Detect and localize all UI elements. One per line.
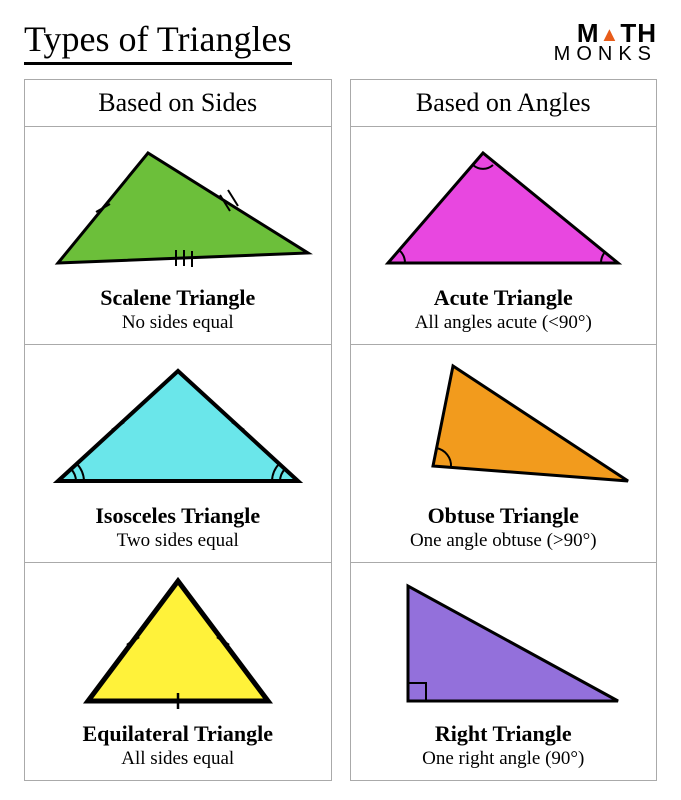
shape-equilateral [29, 569, 327, 719]
shape-acute [355, 133, 653, 283]
shape-isosceles [29, 351, 327, 501]
name-equilateral: Equilateral Triangle [29, 721, 327, 747]
cell-scalene: Scalene Triangle No sides equal [25, 127, 331, 345]
name-acute: Acute Triangle [355, 285, 653, 311]
page-title: Types of Triangles [24, 20, 292, 65]
column-header-sides: Based on Sides [25, 80, 331, 127]
shape-scalene [29, 133, 327, 283]
name-scalene: Scalene Triangle [29, 285, 327, 311]
cell-right: Right Triangle One right angle (90°) [351, 563, 657, 780]
name-right: Right Triangle [355, 721, 653, 747]
shape-right [355, 569, 653, 719]
logo: M▲TH MONKS [554, 20, 657, 64]
name-obtuse: Obtuse Triangle [355, 503, 653, 529]
cell-isosceles: Isosceles Triangle Two sides equal [25, 345, 331, 563]
column-header-angles: Based on Angles [351, 80, 657, 127]
columns-container: Based on Sides [24, 79, 657, 781]
desc-equilateral: All sides equal [29, 748, 327, 770]
logo-line2: MONKS [554, 44, 657, 64]
logo-triangle-icon: ▲ [600, 25, 621, 45]
shape-obtuse [355, 351, 653, 501]
desc-isosceles: Two sides equal [29, 530, 327, 552]
desc-right: One right angle (90°) [355, 748, 653, 770]
cell-obtuse: Obtuse Triangle One angle obtuse (>90°) [351, 345, 657, 563]
cell-equilateral: Equilateral Triangle All sides equal [25, 563, 331, 780]
desc-scalene: No sides equal [29, 312, 327, 334]
desc-acute: All angles acute (<90°) [355, 312, 653, 334]
cell-acute: Acute Triangle All angles acute (<90°) [351, 127, 657, 345]
column-angles: Based on Angles Acute Triangle All angle… [350, 79, 658, 781]
desc-obtuse: One angle obtuse (>90°) [355, 530, 653, 552]
column-sides: Based on Sides [24, 79, 332, 781]
name-isosceles: Isosceles Triangle [29, 503, 327, 529]
